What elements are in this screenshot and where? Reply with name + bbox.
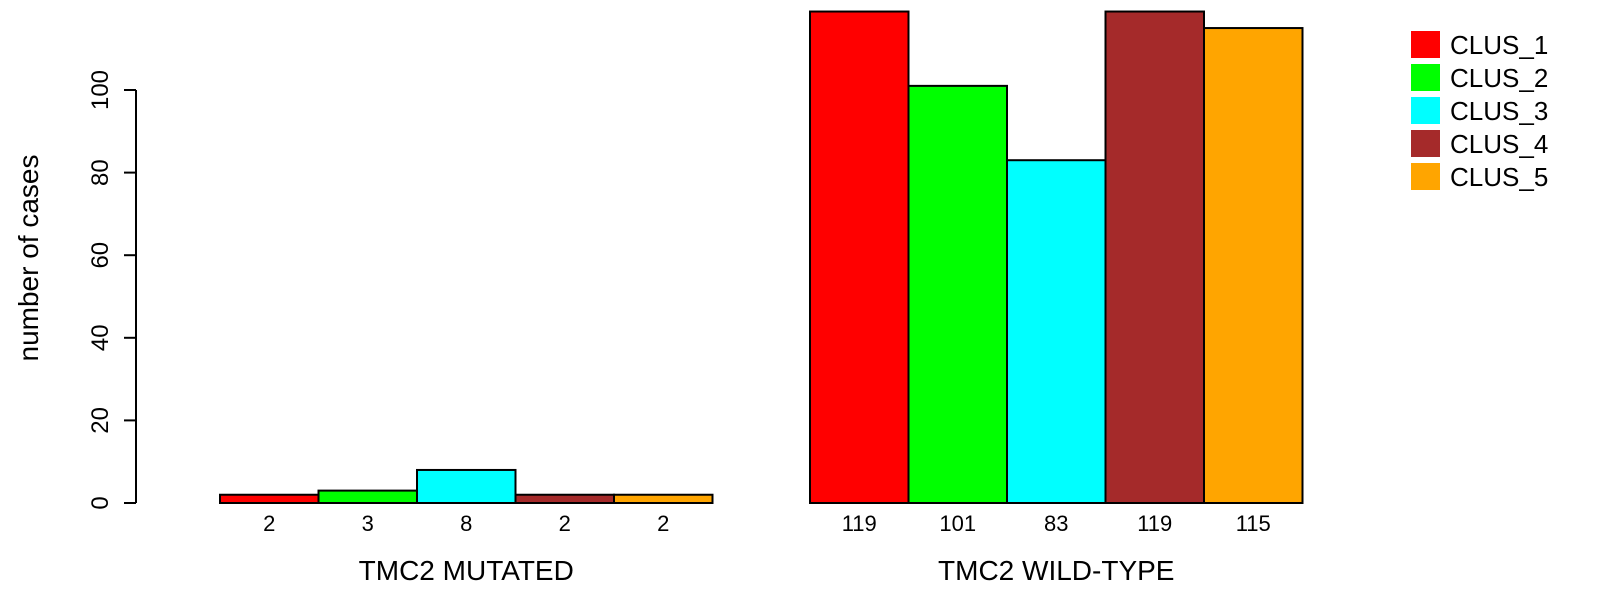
bar [1104,10,1205,505]
y-tick-label: 100 [87,70,114,110]
bar [1203,27,1304,505]
bar-value-label: 2 [657,511,669,536]
bar-value-label: 119 [842,511,877,536]
legend-swatch [1411,64,1440,91]
bar [907,84,1008,505]
bar-value-label: 8 [460,511,472,536]
legend-label: CLUS_3 [1450,96,1548,126]
y-axis: 0 20 40 60 80 100 [87,70,137,510]
bar-value-label: 3 [362,511,374,536]
bar [1006,159,1107,505]
y-axis-title: number of cases [13,155,44,362]
group-label: TMC2 WILD-TYPE [938,555,1174,586]
legend-swatch [1411,130,1440,157]
y-tick-label: 60 [87,242,114,269]
bar-labels: 2 3 8 2 2 119 101 83 119 115 [263,511,1271,536]
legend-swatch [1411,97,1440,124]
legend-swatch [1411,31,1440,58]
bar-value-label: 2 [559,511,571,536]
group-labels: TMC2 MUTATED TMC2 WILD-TYPE [359,555,1175,586]
bar-value-label: 119 [1137,511,1172,536]
legend-label: CLUS_5 [1450,162,1548,192]
bar [219,493,320,504]
legend-swatch [1411,163,1440,190]
bar [416,468,517,504]
bar-value-label: 83 [1044,511,1068,536]
legend-label: CLUS_1 [1450,30,1548,60]
bar-value-label: 115 [1236,511,1271,536]
bar-value-label: 2 [263,511,275,536]
bar [613,493,714,504]
group-label: TMC2 MUTATED [359,555,574,586]
bars [219,10,1304,505]
bar-value-label: 101 [939,511,976,536]
y-tick-label: 20 [87,407,114,434]
y-tick-label: 80 [87,159,114,186]
y-tick-label: 40 [87,324,114,351]
bar [317,489,418,504]
legend-label: CLUS_2 [1450,63,1548,93]
y-tick-label: 0 [87,496,114,509]
bar [809,10,910,505]
legend-label: CLUS_4 [1450,129,1548,159]
bar [514,493,615,504]
